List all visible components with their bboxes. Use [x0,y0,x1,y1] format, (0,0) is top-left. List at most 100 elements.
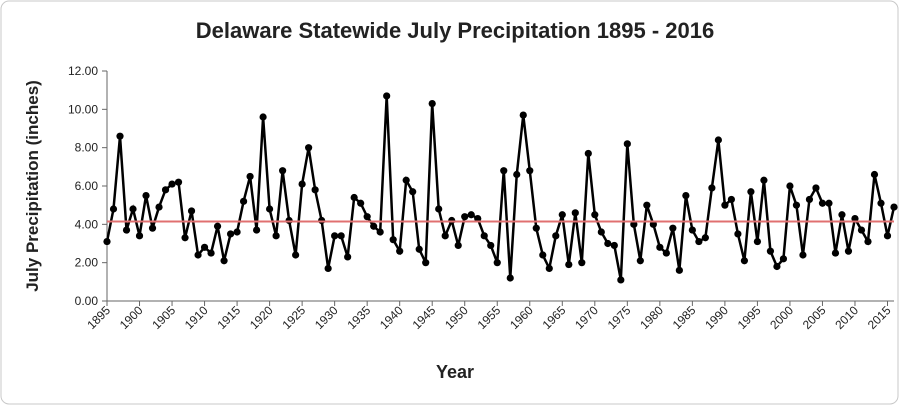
data-point [760,176,768,184]
y-tick-label: 4.00 [75,217,99,231]
data-point [129,205,137,213]
data-point [252,226,261,234]
data-point [825,199,833,207]
data-point [617,276,625,284]
data-point [454,241,462,250]
data-point [331,232,339,240]
data-point [383,92,391,100]
data-point [662,249,670,257]
data-point [643,201,651,209]
data-point [695,237,703,246]
data-point [266,205,274,213]
data-point [656,243,664,251]
data-point [805,195,814,204]
data-point [766,247,775,255]
data-point [233,228,241,236]
data-point [474,214,482,223]
y-tick-label: 8.00 [75,141,99,155]
data-point [116,132,124,140]
data-point [591,211,599,219]
data-point [721,201,729,209]
data-point [194,251,202,259]
data-point [701,234,709,242]
data-point [181,234,189,242]
data-point [604,239,612,248]
data-point [467,211,475,219]
data-point [838,211,846,219]
data-point [675,266,683,274]
data-point [259,113,267,121]
data-point [350,193,358,202]
y-tick-label: 6.00 [75,179,99,193]
data-point [552,232,560,240]
data-point [122,226,131,234]
data-line [105,95,896,281]
data-point [200,243,209,251]
data-point [246,172,254,181]
data-point [187,207,196,215]
data-point [363,213,371,221]
y-axis-label: July Precipitation (inches) [23,80,42,292]
data-point [220,257,228,265]
chart-title: Delaware Statewide July Precipitation 18… [196,18,714,43]
data-point [389,236,397,244]
data-point [727,195,735,204]
data-point [298,180,306,188]
data-point [669,224,677,232]
data-point [161,186,170,194]
data-point [526,167,534,175]
data-point [357,199,365,207]
data-point [409,188,417,196]
data-point [753,237,762,246]
data-point [103,237,111,246]
data-point [174,178,183,186]
data-point [870,170,879,179]
data-point [792,201,801,209]
data-point [688,226,696,234]
data-point [558,211,566,219]
data-point [786,182,794,190]
data-point [773,262,781,271]
data-point [851,214,859,223]
data-point [584,149,592,158]
data-point [649,220,657,228]
data-point [402,176,410,184]
data-point [441,232,449,240]
y-tick-label: 10.00 [68,102,98,116]
data-point [155,203,163,211]
data-point [734,230,742,238]
y-tick-label: 0.00 [75,294,99,308]
data-point [630,220,638,228]
data-point [597,228,605,236]
data-point [305,144,313,152]
data-point [428,99,436,108]
data-point [279,167,287,175]
data-point [344,253,352,261]
data-point [500,167,508,175]
data-point [493,259,501,267]
data-point [435,205,443,213]
data-point [109,205,118,213]
data-point [135,232,144,240]
data-point [565,260,573,269]
data-point [513,170,521,179]
data-point [370,222,378,230]
data-point [272,232,280,240]
data-point [337,232,345,240]
data-point [623,140,631,148]
data-point [610,241,618,250]
data-point [636,257,644,265]
data-point [883,232,892,240]
data-point [857,226,866,234]
data-point [747,188,755,196]
y-tick-label: 12.00 [68,64,98,78]
data-point [148,224,157,232]
y-tick-label: 2.00 [75,256,99,270]
data-point [207,249,215,257]
data-point [708,184,716,192]
data-point [213,222,222,230]
data-point [487,241,495,250]
data-point [578,259,586,267]
